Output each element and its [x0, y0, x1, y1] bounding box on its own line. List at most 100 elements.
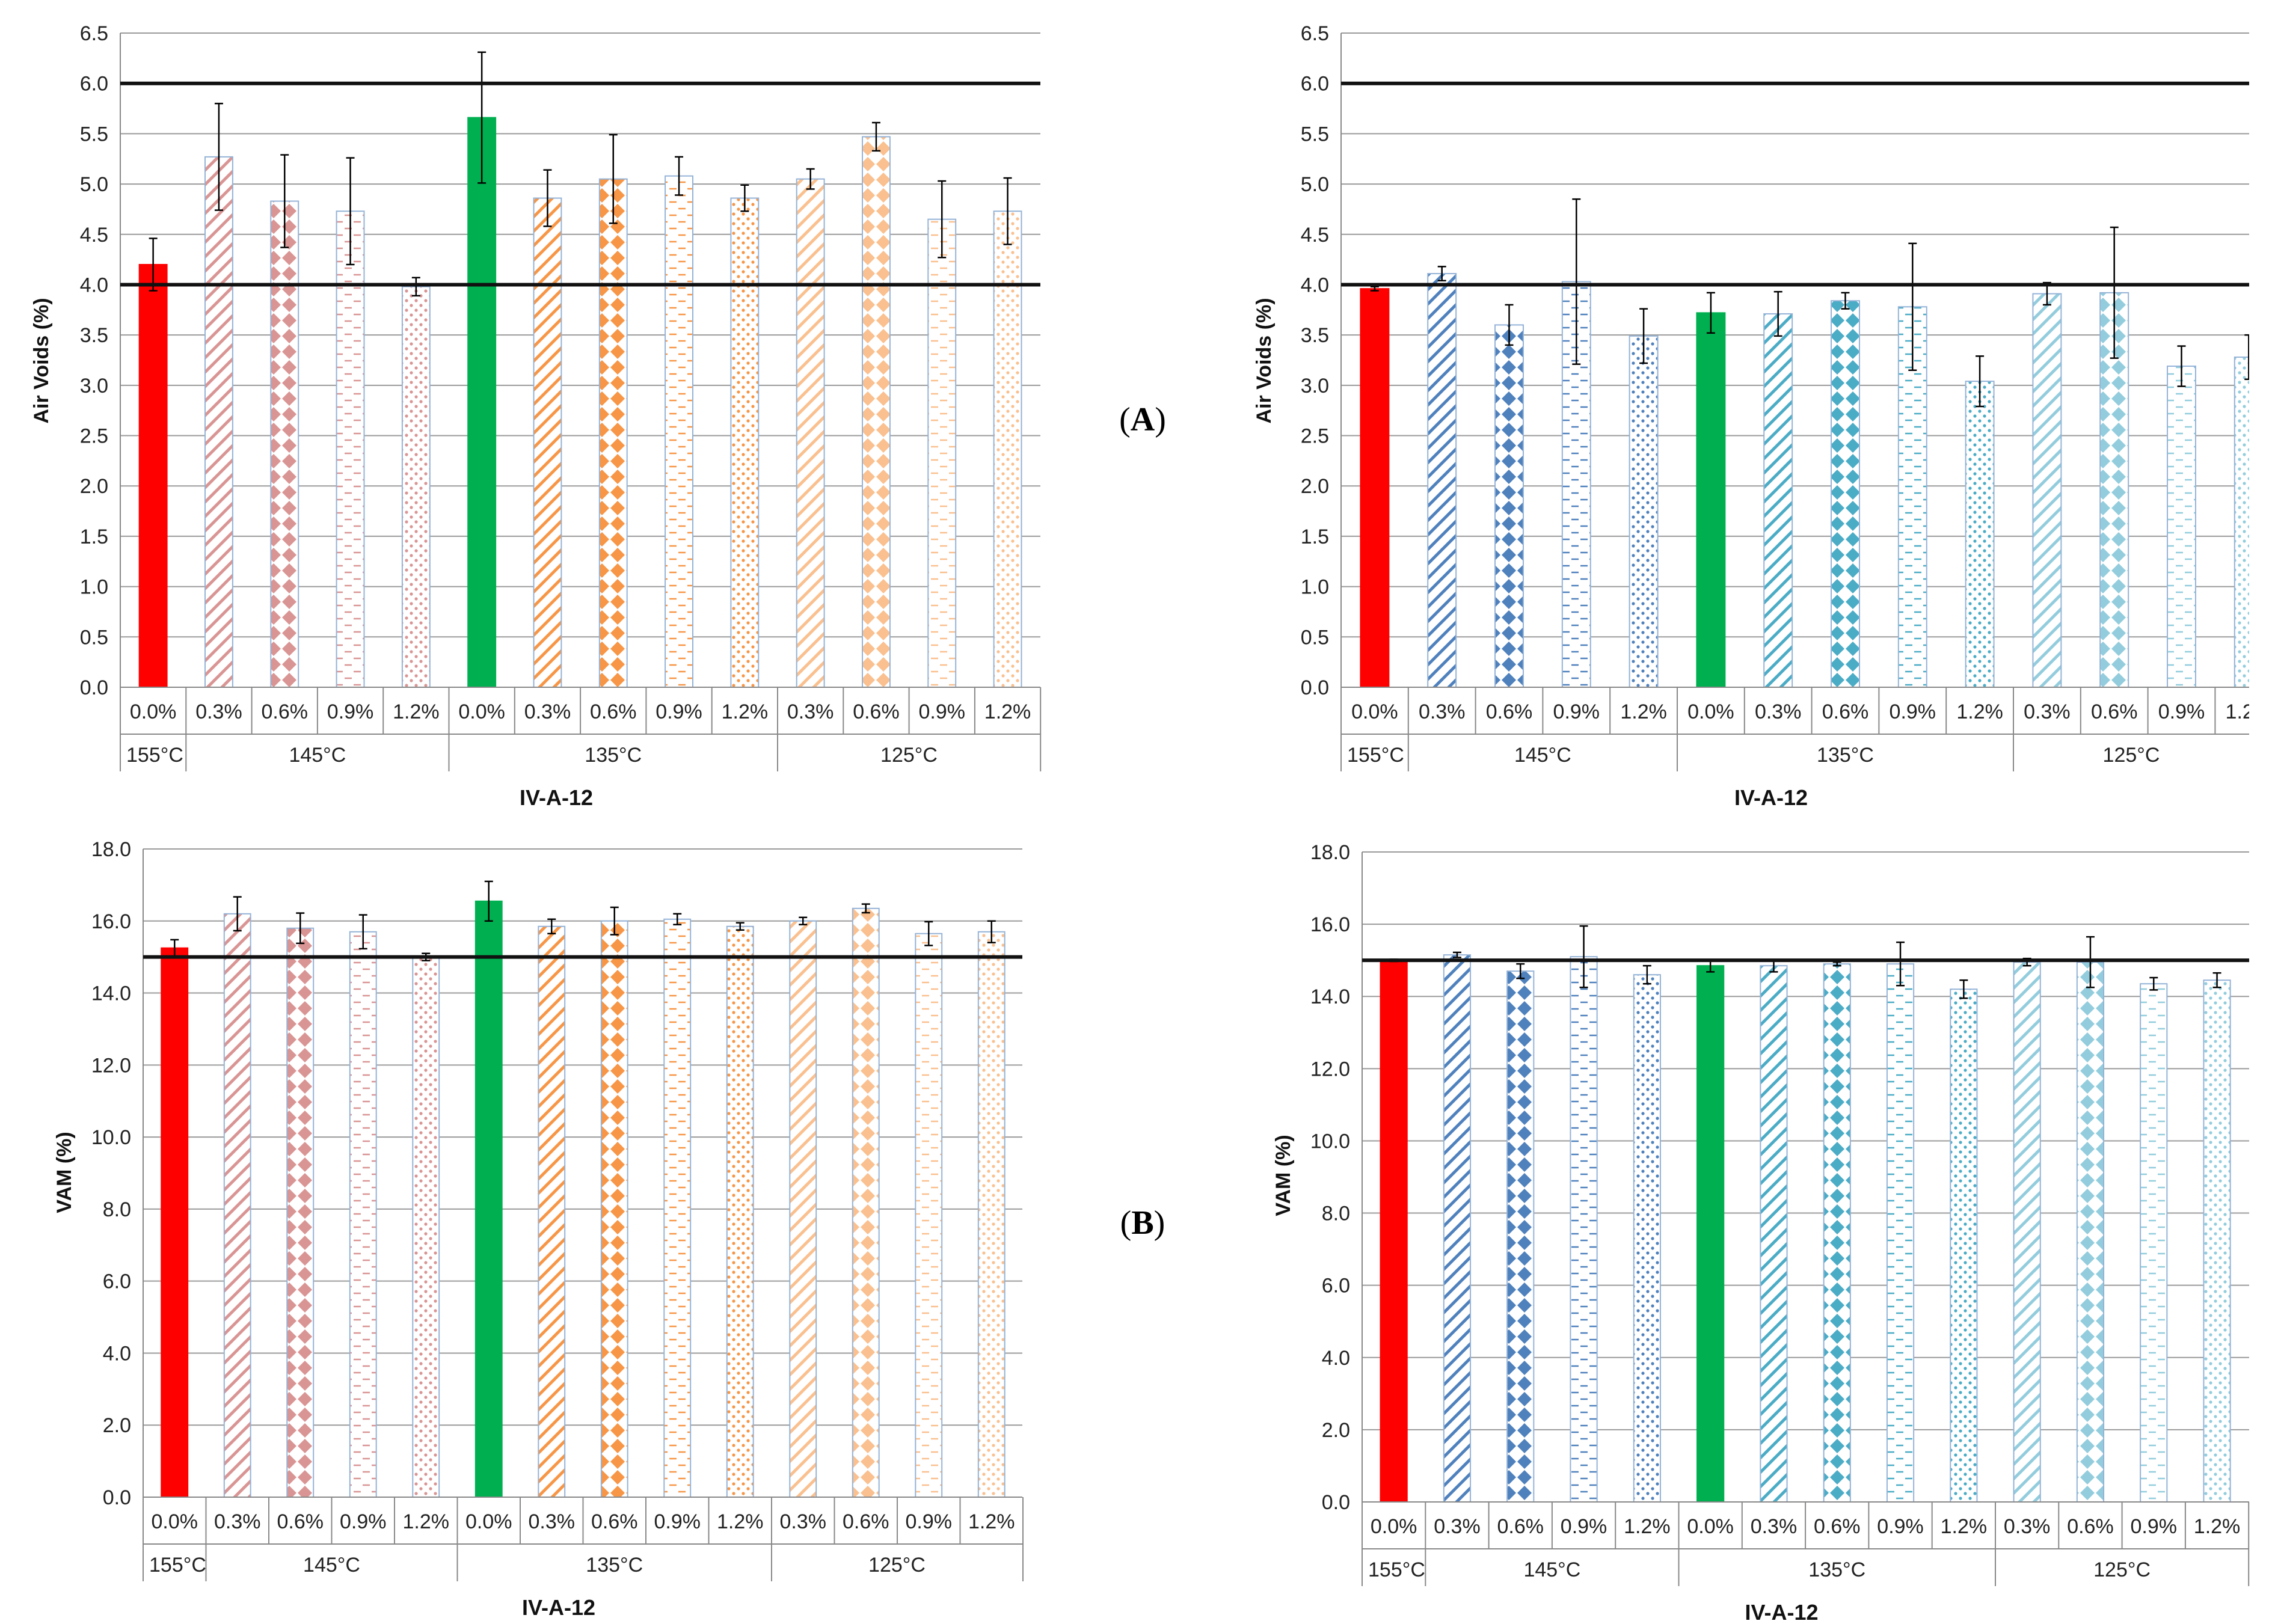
- category-row: 0.0% 0.3% 0.6% 0.9% 1.2% 0.0% 0.3% 0.6% 0.9% 1.2%…: [130, 700, 1031, 723]
- group-label: 155°C: [149, 1554, 206, 1577]
- y-tick-label: 2.0: [1322, 1419, 1350, 1442]
- group-label: 135°C: [586, 1554, 643, 1577]
- y-tick-label: 6.0: [80, 73, 108, 96]
- y-tick-label: 4.0: [1322, 1347, 1350, 1370]
- y-tick-label: 3.0: [80, 375, 108, 397]
- y-tick-label: 18.0: [91, 838, 131, 861]
- y-tick-label: 6.0: [1322, 1275, 1350, 1298]
- y-tick-label: 8.0: [1322, 1203, 1350, 1225]
- category-label: 0.3%: [214, 1510, 261, 1533]
- category-row: 0.0% 0.3% 0.6% 0.9% 1.2% 0.0% 0.3% 0.6% 0.9% 1.2%…: [1351, 700, 2249, 723]
- category-label: 0.6%: [1486, 700, 1533, 723]
- bar: [726, 925, 754, 1498]
- y-tick-label: 1.5: [1301, 526, 1329, 548]
- category-label: 0.6%: [262, 700, 309, 723]
- category-label: 0.9%: [1890, 700, 1936, 723]
- category-label: 0.9%: [1561, 1515, 1607, 1538]
- x-axis-title: IV-A-12: [520, 785, 593, 810]
- bar: [1763, 313, 1793, 688]
- bar: [467, 117, 497, 688]
- group-label: 135°C: [585, 744, 642, 767]
- category-label: 0.3%: [195, 700, 242, 723]
- category-label: 0.3%: [1419, 700, 1466, 723]
- bar-series: [161, 880, 1006, 1498]
- y-tick-label: 0.0: [1322, 1491, 1350, 1514]
- y-tick-label: 2.0: [80, 475, 108, 498]
- y-tick-label: 6.0: [103, 1270, 131, 1293]
- y-tick-label: 5.5: [1301, 123, 1329, 146]
- bar: [2203, 979, 2231, 1503]
- bar: [1443, 954, 1472, 1503]
- category-label: 0.0%: [152, 1510, 198, 1533]
- chart-vam-left: 0.02.04.06.08.010.012.014.016.018.00.0% 0…: [53, 838, 1024, 1620]
- y-tick-label: 14.0: [1310, 985, 1350, 1008]
- bar: [474, 900, 503, 1498]
- y-tick-label: 2.0: [103, 1414, 131, 1437]
- y-tick-label: 10.0: [91, 1126, 131, 1149]
- category-label: 0.9%: [906, 1510, 953, 1533]
- bar: [1633, 974, 1661, 1503]
- bar: [1494, 324, 1524, 688]
- bar: [977, 931, 1006, 1498]
- bar: [600, 920, 628, 1498]
- bar: [1965, 381, 1995, 688]
- category-label: 0.9%: [327, 700, 374, 723]
- y-tick-label: 0.0: [80, 676, 108, 699]
- chart-air-voids-right: 0.0 0.5 1.0 1.5 2.0 2.5 3.0 3.5 4.0 4.5 5.0 5.5 6.0 6…: [1253, 22, 2249, 810]
- y-tick-label: 6.0: [1301, 73, 1329, 96]
- category-label: 0.0%: [130, 700, 177, 723]
- bar: [1950, 988, 1978, 1503]
- bar: [336, 210, 365, 688]
- category-label: 0.3%: [1751, 1515, 1798, 1538]
- y-tick-label: 16.0: [1310, 913, 1350, 936]
- bar: [2032, 293, 2062, 688]
- bar: [1506, 970, 1535, 1503]
- category-label: 0.9%: [2158, 700, 2205, 723]
- category-label: 1.2%: [968, 1510, 1015, 1533]
- bar: [665, 175, 694, 688]
- category-label: 0.3%: [787, 700, 834, 723]
- bar: [1831, 300, 1860, 688]
- group-label: 145°C: [303, 1554, 360, 1577]
- bar: [138, 263, 168, 688]
- group-label: 145°C: [1514, 744, 1571, 767]
- bar: [796, 178, 825, 688]
- group-label: 135°C: [1808, 1558, 1865, 1581]
- category-label: 1.2%: [1941, 1515, 1988, 1538]
- bar: [204, 156, 233, 688]
- y-tick-label: 18.0: [1310, 841, 1350, 864]
- category-label: 0.9%: [656, 700, 702, 723]
- bar: [663, 918, 692, 1498]
- bar: [223, 913, 251, 1498]
- y-tick-label: 1.0: [80, 576, 108, 599]
- bar: [861, 136, 891, 688]
- category-label: 0.9%: [1877, 1515, 1924, 1538]
- category-label: 0.6%: [1497, 1515, 1544, 1538]
- group-label: 125°C: [2093, 1558, 2151, 1581]
- group-label: 125°C: [880, 744, 938, 767]
- bar: [1427, 273, 1457, 688]
- y-tick-label: 1.5: [80, 526, 108, 548]
- bar: [1696, 312, 1726, 688]
- category-label: 1.2%: [722, 700, 769, 723]
- category-label: 0.0%: [1687, 1515, 1734, 1538]
- y-tick-label: 2.5: [80, 425, 108, 448]
- bar: [852, 907, 880, 1498]
- bar: [533, 197, 562, 688]
- bar: [927, 218, 957, 688]
- y-tick-label: 2.0: [1301, 475, 1329, 498]
- category-row: 0.0% 0.3% 0.6% 0.9% 1.2% 0.0% 0.3% 0.6% 0.9% 1.2%…: [152, 1510, 1015, 1533]
- category-label: 1.2%: [2194, 1515, 2241, 1538]
- category-label: 1.2%: [717, 1510, 764, 1533]
- y-tick-label: 0.0: [103, 1486, 131, 1509]
- bar-series: [1380, 925, 2231, 1503]
- panel-label-b: (B): [1120, 1204, 1165, 1242]
- category-label: 0.9%: [2131, 1515, 2178, 1538]
- bar: [2234, 356, 2249, 688]
- bar: [270, 200, 299, 688]
- category-label: 0.3%: [780, 1510, 827, 1533]
- category-label: 0.6%: [590, 700, 637, 723]
- category-label: 0.3%: [2004, 1515, 2051, 1538]
- bar: [1696, 965, 1725, 1503]
- category-label: 0.9%: [919, 700, 966, 723]
